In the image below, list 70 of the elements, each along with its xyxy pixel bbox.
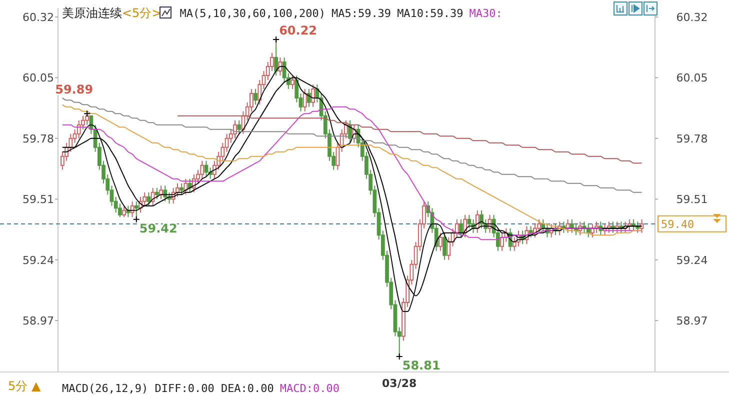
annotation: 58.81 xyxy=(402,358,440,373)
candlestick xyxy=(126,205,130,218)
candlestick xyxy=(163,185,168,202)
y-tick-label: 59.78 xyxy=(22,132,54,146)
chart-title: 美原油连续 xyxy=(62,6,122,20)
candlestick xyxy=(188,178,192,193)
candlestick xyxy=(311,84,316,108)
candlestick xyxy=(562,221,566,234)
y-tick-label: 58.97 xyxy=(22,314,54,328)
candlestick xyxy=(500,232,504,252)
y-tick-label: 59.24 xyxy=(22,254,54,267)
candlestick xyxy=(122,205,126,218)
candlestick xyxy=(537,218,541,234)
candlestick xyxy=(632,218,636,232)
y2-tick-label: 59.51 xyxy=(676,193,708,206)
y-tick-label: 59.51 xyxy=(22,193,54,206)
candlestick xyxy=(130,200,134,218)
candlestick xyxy=(237,120,242,134)
candlestick xyxy=(442,232,446,260)
candlestick xyxy=(628,218,632,232)
annotation: 59.42 xyxy=(139,221,178,236)
line-series xyxy=(176,115,642,164)
x-tick-label: 03/28 xyxy=(382,377,417,390)
candlestick xyxy=(528,226,533,238)
candlestick xyxy=(640,218,644,234)
annotation: 59.89 xyxy=(55,82,94,97)
candlestick xyxy=(606,221,611,234)
candlestick xyxy=(307,88,311,108)
candlestick xyxy=(570,218,574,234)
y2-tick-label: 60.05 xyxy=(676,72,708,85)
candlestick xyxy=(180,182,184,196)
candlestick xyxy=(636,221,640,234)
text: MACD:0.00 xyxy=(280,382,340,395)
text: MACD(26,12,9) DIFF:0.00 DEA:0.00 xyxy=(62,382,274,395)
y2-tick-label: 59.78 xyxy=(676,132,708,146)
candlestick xyxy=(159,185,163,200)
text: 5分 ▲ xyxy=(8,379,42,393)
candlestick xyxy=(278,56,282,76)
y2-tick-label: 58.97 xyxy=(676,314,708,328)
candlestick xyxy=(155,187,159,200)
candlestick xyxy=(200,160,204,180)
candlestick xyxy=(446,236,451,260)
candlestick xyxy=(146,192,151,206)
candlestick xyxy=(594,221,599,234)
candlestick xyxy=(302,88,307,112)
annotation: MA(5,10,30,60,100,200) xyxy=(180,7,326,20)
ref-line-label: 59.40 xyxy=(661,218,694,231)
annotation: MA10:59.39 xyxy=(397,7,464,20)
candlestick xyxy=(204,160,208,178)
candlestick xyxy=(611,221,615,234)
y2-tick-label: 60.32 xyxy=(676,10,708,24)
candlestick xyxy=(254,88,258,106)
y-tick-label: 60.05 xyxy=(22,72,54,85)
candlestick xyxy=(233,120,237,139)
candlestick xyxy=(615,221,620,234)
annotation: MA5:59.39 xyxy=(331,7,392,20)
candlestick xyxy=(76,120,81,139)
annotation: MA30: xyxy=(469,7,502,20)
line-series xyxy=(62,97,642,193)
candlestick xyxy=(467,214,472,229)
candlestick xyxy=(459,218,463,238)
candlestick xyxy=(582,221,586,234)
y2-tick-label: 59.24 xyxy=(676,254,708,267)
candlestick xyxy=(438,232,442,252)
annotation: 60.22 xyxy=(279,23,318,38)
candlestick xyxy=(290,74,294,90)
candlestick xyxy=(566,218,570,234)
candlestick xyxy=(480,210,484,229)
candlestick xyxy=(590,223,594,238)
y-tick-label: 60.32 xyxy=(22,10,54,24)
